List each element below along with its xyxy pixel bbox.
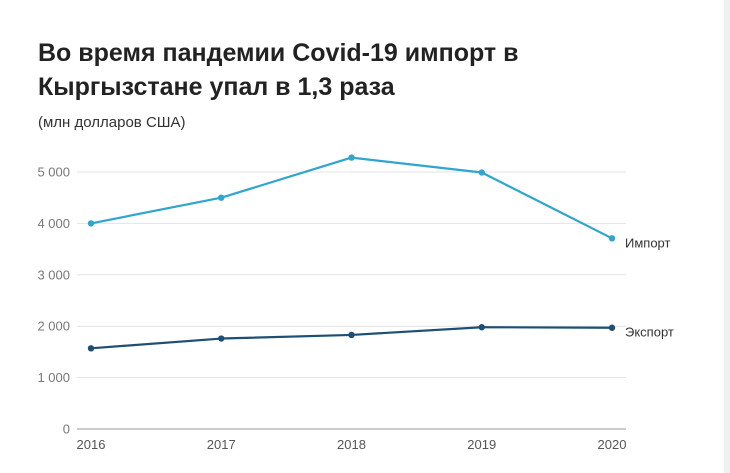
x-tick-label: 2019 xyxy=(467,437,496,452)
data-point xyxy=(348,331,355,339)
x-tick-label: 2016 xyxy=(77,437,106,452)
series-label: Экспорт xyxy=(625,325,674,340)
x-tick-label: 2020 xyxy=(598,437,627,452)
x-tick-label: 2018 xyxy=(337,437,366,452)
data-point xyxy=(87,220,95,227)
data-point xyxy=(348,154,355,161)
chart-title: Во время пандемии Covid-19 импорт в Кырг… xyxy=(38,39,519,101)
data-point xyxy=(478,169,485,176)
right-edge-border xyxy=(724,0,730,473)
data-point xyxy=(218,194,225,201)
data-point xyxy=(608,324,616,331)
data-point xyxy=(87,345,95,352)
x-tick-label: 2017 xyxy=(207,437,236,452)
y-tick-label: 2 000 xyxy=(37,319,70,334)
series-label: Импорт xyxy=(625,235,670,250)
y-tick-label: 0 xyxy=(63,422,70,437)
y-tick-label: 5 000 xyxy=(37,165,70,180)
y-tick-label: 4 000 xyxy=(37,216,70,231)
series-line-Импорт xyxy=(90,156,613,240)
data-point xyxy=(478,324,485,331)
data-point xyxy=(218,335,225,342)
y-tick-label: 1 000 xyxy=(37,370,70,385)
y-tick-label: 3 000 xyxy=(37,267,70,282)
chart-subtitle: (млн долларов США) xyxy=(38,114,186,131)
data-point xyxy=(608,235,616,242)
